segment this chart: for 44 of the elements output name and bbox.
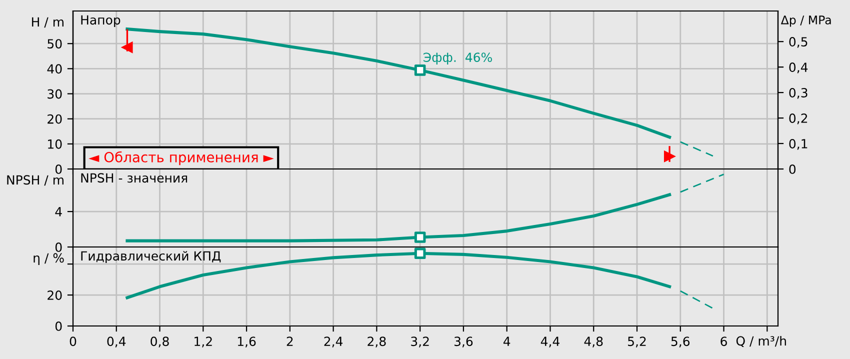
x-tick-label: 0,8 xyxy=(150,336,169,348)
y-tick-label: 0 xyxy=(55,242,62,252)
annotation: Гидравлический КПД xyxy=(81,251,221,264)
x-tick-label: 4,8 xyxy=(584,336,603,348)
x-tick-label: 6 xyxy=(720,336,727,346)
y2-tick-label: 0,1 xyxy=(789,138,808,150)
annotation: ◄ Область применения ► xyxy=(88,151,274,166)
y2-tick-label: 0,4 xyxy=(789,62,808,74)
y-tick-label: 20 xyxy=(48,114,62,124)
x-tick-label: 3,2 xyxy=(411,336,429,348)
x-tick-label: 2,4 xyxy=(324,336,343,348)
y-tick-label: 4 xyxy=(55,207,62,216)
y-axis-title: NPSH / m xyxy=(7,175,64,186)
y-tick-label: 50 xyxy=(48,39,62,49)
y-axis-title: η / % xyxy=(34,253,64,266)
y-axis-title: H / m xyxy=(32,17,64,28)
annotation: Эфф. 46% xyxy=(424,52,492,64)
y-tick-label: 0 xyxy=(55,321,62,331)
x-tick-label: 1,6 xyxy=(238,336,256,348)
line-series xyxy=(126,193,672,242)
line-series xyxy=(126,28,672,139)
x-tick-label: 0,4 xyxy=(107,336,126,348)
x-tick-label: 0 xyxy=(70,336,76,346)
x-axis-title: Q / m³/h xyxy=(736,336,786,348)
y2-tick-label: 0,3 xyxy=(789,88,808,99)
y-tick-label: 10 xyxy=(48,139,62,149)
x-tick-label: 5,6 xyxy=(671,336,690,348)
y-tick-label: 20 xyxy=(48,290,62,300)
y-tick-label: 30 xyxy=(48,89,62,99)
x-tick-label: 1,2 xyxy=(194,336,212,348)
y-tick-label: 40 xyxy=(47,64,62,74)
y-tick-label: 0 xyxy=(55,164,62,174)
y2-axis-title: Δp / MPa xyxy=(780,16,831,27)
x-tick-label: 3,6 xyxy=(454,336,473,348)
x-tick-label: 2,8 xyxy=(368,336,386,348)
x-tick-label: 5,2 xyxy=(628,336,646,348)
x-tick-label: 4,4 xyxy=(540,336,560,348)
y2-tick-label: 0,5 xyxy=(789,37,808,48)
x-tick-label: 4 xyxy=(503,336,510,346)
x-tick-label: 2 xyxy=(286,336,293,346)
annotation: NPSH - значения xyxy=(81,173,188,183)
annotation: Напор xyxy=(81,15,120,28)
y2-tick-label: 0 xyxy=(789,164,796,174)
y2-tick-label: 0,2 xyxy=(789,114,808,124)
